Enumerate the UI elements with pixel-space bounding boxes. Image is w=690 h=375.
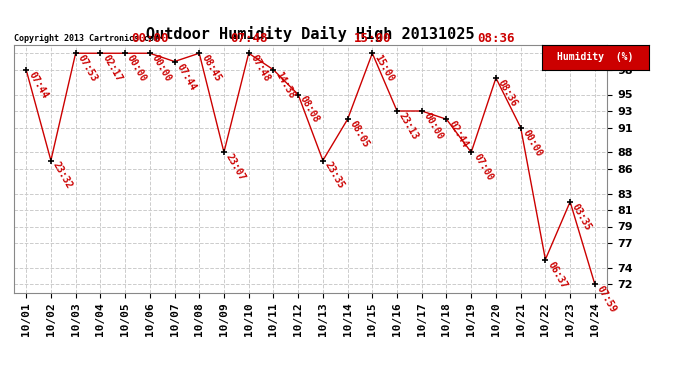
- Text: 00:00: 00:00: [521, 128, 544, 158]
- Text: 07:44: 07:44: [175, 62, 198, 92]
- Text: 00:00: 00:00: [150, 53, 173, 84]
- Text: 02:17: 02:17: [100, 53, 124, 84]
- Text: 23:35: 23:35: [323, 160, 346, 191]
- Text: 07:44: 07:44: [26, 70, 50, 100]
- Text: 00:00: 00:00: [422, 111, 445, 141]
- Text: 00:00: 00:00: [131, 32, 168, 45]
- Text: 07:48: 07:48: [230, 32, 268, 45]
- Text: 06:37: 06:37: [545, 260, 569, 290]
- Text: 07:53: 07:53: [76, 53, 99, 84]
- Text: 00:00: 00:00: [125, 53, 148, 84]
- Text: 08:05: 08:05: [348, 119, 371, 150]
- Title: Outdoor Humidity Daily High 20131025: Outdoor Humidity Daily High 20131025: [146, 27, 475, 42]
- Text: 08:36: 08:36: [477, 32, 515, 45]
- Text: 03:35: 03:35: [570, 202, 593, 232]
- Text: Copyright 2013 Cartronics.com: Copyright 2013 Cartronics.com: [14, 33, 159, 42]
- Text: 07:59: 07:59: [595, 284, 618, 315]
- Text: 15:00: 15:00: [353, 32, 391, 45]
- Text: 14:38: 14:38: [273, 70, 297, 100]
- Text: 23:13: 23:13: [397, 111, 420, 141]
- Text: 15:00: 15:00: [373, 53, 395, 84]
- Text: 02:44: 02:44: [446, 119, 470, 150]
- Text: 08:08: 08:08: [298, 94, 322, 125]
- Text: 07:48: 07:48: [248, 53, 272, 84]
- Text: 23:32: 23:32: [51, 160, 75, 191]
- Text: 08:45: 08:45: [199, 53, 223, 84]
- Text: 08:36: 08:36: [496, 78, 520, 108]
- Text: 23:07: 23:07: [224, 152, 247, 183]
- Text: 07:00: 07:00: [471, 152, 495, 183]
